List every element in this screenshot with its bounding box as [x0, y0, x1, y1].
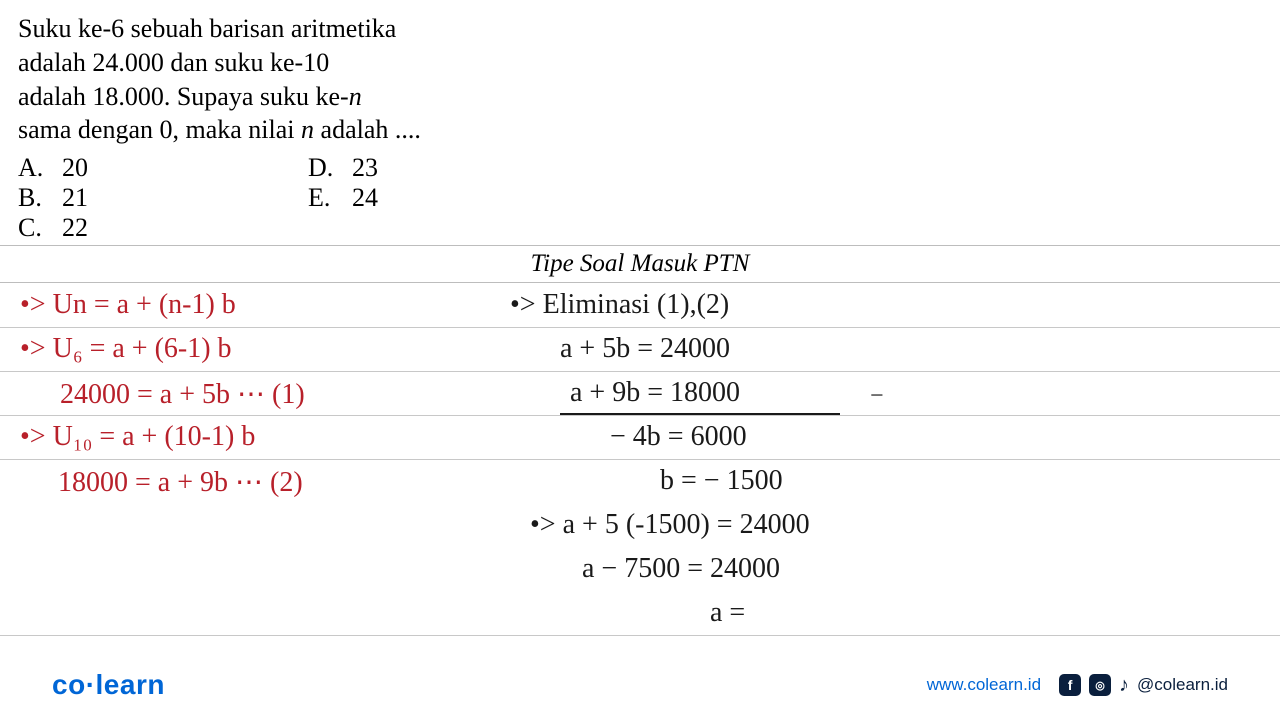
website-link[interactable]: www.colearn.id — [927, 675, 1041, 695]
social-handle: @colearn.id — [1137, 675, 1228, 695]
hw-sub1: •> a + 5 (-1500) = 24000 — [530, 509, 810, 541]
divider — [0, 245, 1280, 246]
hw-minus-sign: − — [870, 383, 884, 410]
option-d: D.23 — [308, 153, 378, 183]
handwritten-work-area: •> Un = a + (n-1) b •> U₆ = a + (6-1) b … — [0, 283, 1280, 681]
hw-eq2: 18000 = a + 9b ⋯ (2) — [58, 465, 303, 499]
hw-underline — [560, 413, 840, 415]
option-e: E.24 — [308, 183, 378, 213]
footer: co·learn www.colearn.id f ◎ ♪ @colearn.i… — [0, 650, 1280, 720]
question-text: Suku ke-6 sebuah barisan aritmetika adal… — [18, 12, 1262, 147]
q-line4: sama dengan 0, maka nilai n adalah .... — [18, 113, 1262, 147]
brand-logo: co·learn — [52, 669, 165, 701]
social-icons: f ◎ ♪ @colearn.id — [1059, 674, 1228, 697]
facebook-icon[interactable]: f — [1059, 674, 1081, 696]
option-c: C.22 — [18, 213, 308, 243]
ruled-line — [0, 415, 1280, 416]
hw-sub2: a − 7500 = 24000 — [582, 553, 780, 585]
hw-result-4b: − 4b = 6000 — [610, 421, 747, 453]
hw-elim-eq1: a + 5b = 24000 — [560, 333, 730, 365]
instagram-icon[interactable]: ◎ — [1089, 674, 1111, 696]
hw-elim-eq2: a + 9b = 18000 — [570, 377, 740, 409]
hw-result-b: b = − 1500 — [660, 465, 783, 497]
footer-right: www.colearn.id f ◎ ♪ @colearn.id — [927, 674, 1228, 697]
hw-step-u10: •> U₁₀ = a + (10-1) b — [20, 421, 255, 453]
hw-step-u6: •> U₆ = a + (6-1) b — [20, 333, 232, 365]
q-line2: adalah 24.000 dan suku ke-10 — [18, 46, 1262, 80]
hw-eliminasi: •> Eliminasi (1),(2) — [510, 289, 729, 321]
option-a: A.20 — [18, 153, 308, 183]
ruled-line — [0, 459, 1280, 460]
tipe-soal-label: Tipe Soal Masuk PTN — [0, 250, 1280, 278]
ruled-line — [0, 371, 1280, 372]
ruled-line — [0, 327, 1280, 328]
q-line1: Suku ke-6 sebuah barisan aritmetika — [18, 12, 1262, 46]
q-line3: adalah 18.000. Supaya suku ke-n — [18, 80, 1262, 114]
question-options: A.20 B.21 C.22 D.23 E.24 — [18, 153, 1262, 243]
hw-result-a: a = — [710, 597, 745, 629]
question-block: Suku ke-6 sebuah barisan aritmetika adal… — [0, 0, 1280, 243]
hw-eq1: 24000 = a + 5b ⋯ (1) — [60, 377, 305, 411]
ruled-line — [0, 635, 1280, 636]
option-b: B.21 — [18, 183, 308, 213]
tiktok-icon[interactable]: ♪ — [1119, 674, 1129, 697]
hw-step-un: •> Un = a + (n-1) b — [20, 289, 236, 321]
